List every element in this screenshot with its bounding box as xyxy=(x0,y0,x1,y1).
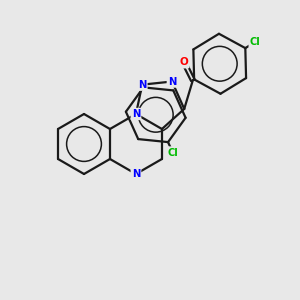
Text: O: O xyxy=(179,57,188,67)
Text: N: N xyxy=(132,169,140,179)
Text: N: N xyxy=(168,76,176,86)
Text: Cl: Cl xyxy=(167,148,178,158)
Text: N: N xyxy=(132,109,140,119)
Text: N: N xyxy=(138,80,146,90)
Text: Cl: Cl xyxy=(250,37,260,47)
